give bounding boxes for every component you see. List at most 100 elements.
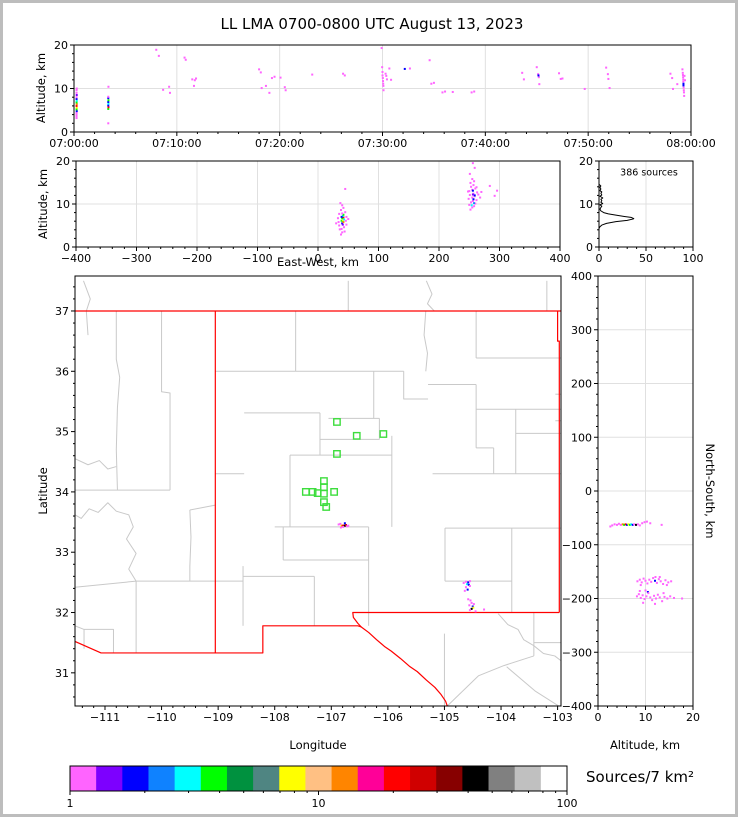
svg-text:0: 0 — [586, 241, 593, 254]
station-marker — [333, 450, 341, 458]
svg-text:36: 36 — [55, 365, 69, 378]
map-panel: −111 −110 −109 −108 −107 −106 −105 −104 −103 31 32… — [55, 275, 573, 724]
map-xlabel: Longitude — [289, 738, 347, 752]
colorbar-segment — [514, 766, 542, 791]
svg-text:−200: −200 — [562, 593, 592, 606]
colorbar-label: Sources/7 km² — [586, 768, 695, 786]
svg-text:−111: −111 — [90, 711, 120, 724]
station-marker — [333, 418, 341, 426]
svg-text:0: 0 — [315, 252, 322, 265]
svg-text:−106: −106 — [373, 711, 403, 724]
source-count-annotation: 386 sources — [620, 167, 678, 179]
svg-text:−300: −300 — [562, 646, 592, 659]
svg-text:0: 0 — [61, 126, 68, 139]
svg-text:0: 0 — [63, 241, 70, 254]
colorbar-segment — [70, 766, 97, 791]
svg-text:100: 100 — [571, 431, 592, 444]
colorbar-segment — [279, 766, 306, 791]
svg-text:31: 31 — [55, 667, 69, 680]
svg-text:20: 20 — [56, 155, 70, 168]
svg-text:08:00:00: 08:00:00 — [666, 137, 715, 150]
svg-text:0: 0 — [596, 252, 603, 265]
svg-text:100: 100 — [683, 252, 704, 265]
svg-text:34: 34 — [55, 486, 69, 499]
altitude-histogram-panel: 0 50 100 0 10 20 — [579, 155, 704, 265]
svg-text:−109: −109 — [203, 711, 233, 724]
svg-text:10: 10 — [312, 797, 326, 810]
colorbar-segment — [383, 766, 411, 791]
colorbar: 1 10 100 — [67, 765, 578, 810]
svg-text:10: 10 — [56, 198, 70, 211]
svg-text:1: 1 — [67, 797, 74, 810]
svg-text:−300: −300 — [121, 252, 151, 265]
svg-text:10: 10 — [579, 198, 593, 211]
north-south-panel: 0 10 20 −400 −300 −200 −100 0 100 200 300 400 — [562, 270, 700, 724]
svg-text:07:00:00: 07:00:00 — [49, 137, 98, 150]
colorbar-segment — [253, 766, 280, 791]
colorbar-segment — [226, 766, 254, 791]
svg-text:−108: −108 — [260, 711, 290, 724]
station-marker — [330, 488, 339, 496]
plot-canvas: 07:00:00 07:10:00 07:20:00 07:30:00 07:40:00… — [49, 39, 715, 810]
colorbar-segment — [96, 766, 123, 791]
svg-text:100: 100 — [368, 252, 389, 265]
svg-text:10: 10 — [54, 83, 68, 96]
svg-text:33: 33 — [55, 546, 69, 559]
ns-panel-xlabel: Altitude, km — [609, 738, 681, 752]
svg-text:0: 0 — [585, 485, 592, 498]
svg-text:100: 100 — [557, 797, 578, 810]
lma-stations — [301, 418, 388, 511]
colorbar-segment — [540, 766, 568, 791]
station-marker — [308, 488, 317, 496]
svg-text:−103: −103 — [542, 711, 572, 724]
svg-text:20: 20 — [579, 155, 593, 168]
station-marker — [379, 430, 388, 438]
svg-text:−100: −100 — [562, 539, 592, 552]
svg-text:07:30:00: 07:30:00 — [358, 137, 407, 150]
time-height-panel: 07:00:00 07:10:00 07:20:00 07:30:00 07:40:00… — [49, 39, 715, 150]
colorbar-segment — [357, 766, 385, 791]
ew-height-panel: −400 −300 −200 −100 0 100 200 300 400 0 10 20 — [56, 155, 571, 265]
svg-text:−107: −107 — [316, 711, 346, 724]
svg-text:20: 20 — [54, 39, 68, 52]
svg-text:−110: −110 — [146, 711, 176, 724]
svg-text:400: 400 — [571, 270, 592, 283]
colorbar-segment — [410, 766, 437, 791]
colorbar-segment — [462, 766, 490, 791]
colorbar-segment — [305, 766, 333, 791]
station-marker — [352, 431, 361, 440]
page-title: LL LMA 0700-0800 UTC August 13, 2023 — [220, 15, 524, 33]
station-marker — [301, 488, 310, 496]
svg-text:−105: −105 — [429, 711, 459, 724]
svg-text:07:20:00: 07:20:00 — [255, 137, 304, 150]
svg-text:10: 10 — [639, 711, 653, 724]
colorbar-segment — [488, 766, 516, 791]
station-marker — [322, 503, 331, 511]
colorbar-segment — [331, 766, 359, 791]
colorbar-segment — [436, 766, 463, 791]
svg-text:−104: −104 — [486, 711, 516, 724]
svg-text:−100: −100 — [242, 252, 272, 265]
svg-text:07:50:00: 07:50:00 — [563, 137, 612, 150]
svg-text:50: 50 — [639, 252, 653, 265]
svg-text:0: 0 — [595, 711, 602, 724]
svg-text:35: 35 — [55, 426, 69, 439]
svg-text:37: 37 — [55, 305, 69, 318]
colorbar-segment — [122, 766, 149, 791]
station-marker — [320, 489, 328, 498]
svg-text:300: 300 — [571, 324, 592, 337]
svg-text:−400: −400 — [61, 252, 91, 265]
svg-text:07:10:00: 07:10:00 — [152, 137, 201, 150]
svg-text:32: 32 — [55, 607, 69, 620]
svg-text:−400: −400 — [562, 700, 592, 713]
svg-text:20: 20 — [686, 711, 700, 724]
colorbar-segment — [174, 766, 202, 791]
svg-text:200: 200 — [429, 252, 450, 265]
colorbar-segment — [200, 766, 228, 791]
station-marker — [320, 498, 328, 507]
svg-text:300: 300 — [489, 252, 510, 265]
ew-panel-xlabel: East-West, km — [277, 255, 359, 269]
colorbar-segment — [148, 766, 176, 791]
svg-text:07:40:00: 07:40:00 — [461, 137, 510, 150]
